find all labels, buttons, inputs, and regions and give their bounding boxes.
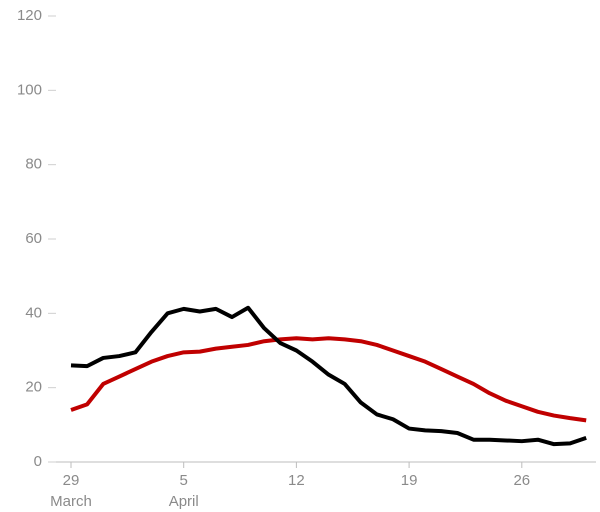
x-tick-label: 12 — [288, 472, 305, 489]
y-tick-label: 0 — [34, 453, 42, 470]
y-tick-label: 60 — [25, 230, 42, 247]
x-tick-label: 29 — [63, 472, 80, 489]
line-series — [70, 336, 587, 423]
line-series — [70, 305, 587, 447]
y-tick-label: 80 — [25, 156, 42, 173]
x-month-label: April — [169, 493, 199, 510]
x-tick-label: 5 — [180, 472, 188, 489]
x-tick-label: 26 — [513, 472, 530, 489]
y-tick-label: 100 — [17, 81, 42, 98]
x-tick-label: 19 — [401, 472, 418, 489]
y-tick-label: 40 — [25, 304, 42, 321]
x-month-label: March — [50, 493, 92, 510]
y-tick-label: 20 — [25, 379, 42, 396]
y-tick-label: 120 — [17, 7, 42, 24]
